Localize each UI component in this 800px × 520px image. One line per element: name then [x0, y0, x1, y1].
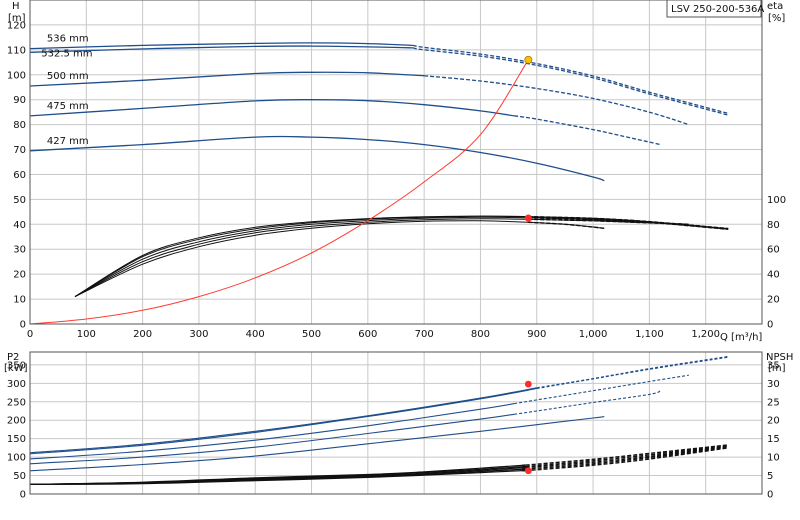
top-right-axis-unit: [%]: [768, 13, 785, 24]
head-curve-extension: [514, 116, 660, 145]
bottom-grid: [30, 352, 762, 494]
top-right-tick-label: 40: [767, 270, 780, 281]
bottom-left-tick-label: 300: [7, 379, 26, 390]
top-right-axis-label: eta: [767, 1, 783, 12]
duty-point-efficiency: [525, 214, 532, 221]
head-curve-label: 532.5 mm: [41, 49, 92, 60]
npsh-curve-extension: [523, 446, 729, 467]
top-left-tick-label: 120: [7, 20, 26, 31]
x-tick-label: 600: [358, 329, 377, 340]
model-label: LSV 250-200-536A: [671, 4, 764, 15]
efficiency-curve: [75, 216, 728, 296]
bottom-right-tick-label: 5: [767, 471, 773, 482]
head-curve-label: 427 mm: [47, 136, 89, 147]
bottom-left-tick-label: 250: [7, 397, 26, 408]
x-tick-label: 100: [77, 329, 96, 340]
model-label-box: LSV 250-200-536A: [667, 0, 764, 17]
top-left-tick-label: 10: [13, 295, 26, 306]
efficiency-curve: [75, 221, 604, 297]
top-left-tick-label: 50: [13, 195, 26, 206]
bottom-frame-rect: [30, 352, 762, 494]
bottom-left-tick-label: 200: [7, 416, 26, 427]
x-axis-label: Q [m³/h]: [720, 332, 762, 343]
bottom-left-tick-label: 0: [20, 490, 26, 501]
bottom-right-tick-label: 10: [767, 453, 780, 464]
head-curve: [30, 100, 514, 116]
x-tick-label: 1,200: [691, 329, 720, 340]
x-tick-label: 200: [133, 329, 152, 340]
top-left-axis-label: H: [12, 1, 20, 12]
bottom-left-tick-label: 350: [7, 360, 26, 371]
top-left-tick-label: 110: [7, 45, 26, 56]
top-right-tick-label: 20: [767, 295, 780, 306]
duty-point-npsh: [525, 467, 532, 474]
npsh-curve-extension: [523, 445, 729, 465]
top-left-tick-label: 100: [7, 70, 26, 81]
x-tick-label: 1,000: [579, 329, 608, 340]
top-left-tick-label: 80: [13, 120, 26, 131]
bottom-frame: [30, 352, 762, 494]
top-right-tick-label: 100: [767, 195, 786, 206]
bottom-left-tick-label: 150: [7, 434, 26, 445]
npsh-curve: [30, 465, 526, 484]
bottom-axes: P2 [kW] NPSH [m]: [4, 352, 793, 374]
top-left-tick-label: 60: [13, 170, 26, 181]
head-curve-label: 500 mm: [47, 71, 89, 82]
top-left-tick-label: 20: [13, 270, 26, 281]
head-curve-label: 536 mm: [47, 34, 89, 45]
power-curve-extension: [514, 391, 660, 415]
bottom-right-tick-label: 35: [767, 360, 780, 371]
duty-point-power: [525, 381, 532, 388]
head-curve-label: 475 mm: [47, 101, 89, 112]
top-series: 536 mm 532.5 mm 500 mm 475 mm 427 mm: [30, 34, 728, 324]
top-axes: H [m] eta [%] Q [m³/h]: [8, 1, 785, 343]
bottom-right-tick-label: 15: [767, 434, 780, 445]
power-curve: [30, 417, 604, 471]
top-left-tick-label: 30: [13, 245, 26, 256]
bottom-left-tick-label: 100: [7, 453, 26, 464]
bottom-right-tick-label: 20: [767, 416, 780, 427]
duty-point-head: [525, 56, 532, 63]
top-tick-labels: 0 10 20 30 40 50 60 70 80 90 100 110 120 0 20 40 60 80 100…: [7, 20, 786, 340]
x-tick-label: 900: [527, 329, 546, 340]
x-tick-label: 300: [189, 329, 208, 340]
x-tick-label: 1,100: [635, 329, 664, 340]
head-curve-extension: [413, 48, 728, 115]
x-tick-label: 500: [302, 329, 321, 340]
x-tick-label: 700: [415, 329, 434, 340]
top-left-tick-label: 90: [13, 95, 26, 106]
top-left-tick-label: 0: [20, 320, 26, 331]
bottom-right-tick-label: 30: [767, 379, 780, 390]
x-tick-label: 400: [246, 329, 265, 340]
power-curve-extension: [514, 375, 689, 403]
top-right-tick-label: 80: [767, 220, 780, 231]
bottom-right-tick-label: 25: [767, 397, 780, 408]
x-tick-label: 800: [471, 329, 490, 340]
power-curve: [30, 404, 514, 459]
top-left-tick-label: 70: [13, 145, 26, 156]
efficiency-curve: [75, 217, 689, 296]
bottom-left-tick-label: 50: [13, 471, 26, 482]
top-right-tick-label: 60: [767, 245, 780, 256]
top-right-tick-label: 0: [767, 320, 773, 331]
efficiency-curve: [75, 216, 728, 297]
bottom-right-tick-label: 0: [767, 490, 773, 501]
top-left-tick-label: 40: [13, 220, 26, 231]
x-tick-label: 0: [27, 329, 33, 340]
